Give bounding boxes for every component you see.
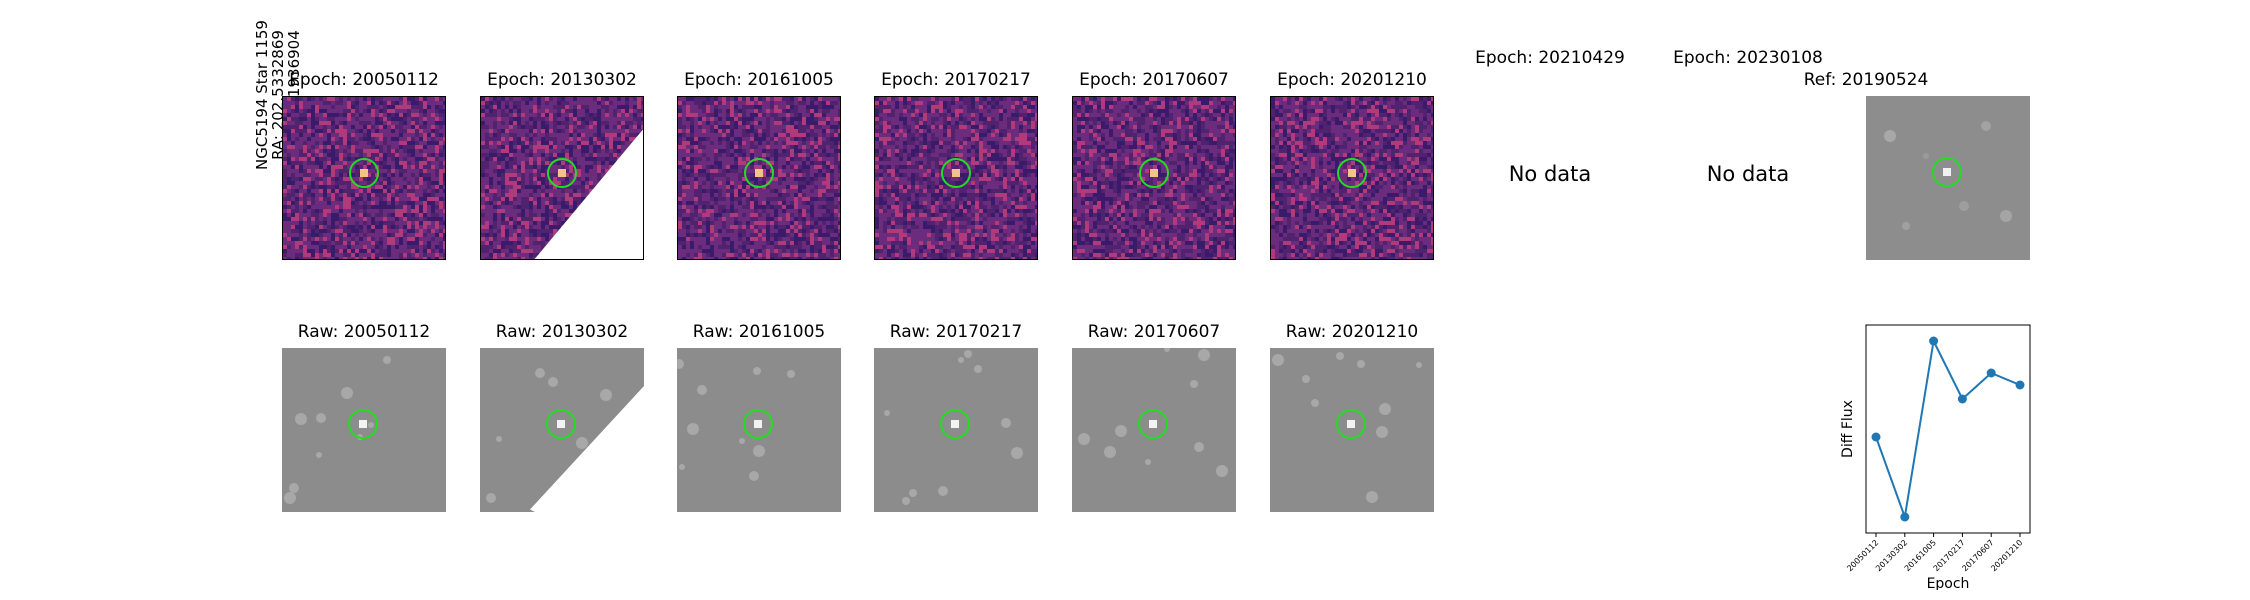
target-circle: [349, 158, 379, 188]
difference-image-3: [874, 96, 1038, 260]
x-tick-label-5: 20201210: [1989, 538, 2024, 573]
target-circle: [743, 409, 773, 439]
plot-frame: [1865, 324, 2031, 534]
no-data-message-7: No data: [1706, 162, 1790, 186]
target-circle: [1337, 158, 1367, 188]
diff-title-6: Epoch: 20210429: [1475, 48, 1625, 68]
y-axis-label: Diff Flux: [1840, 400, 1856, 458]
raw-title-3: Raw: 20170217: [889, 322, 1023, 342]
raw-image-3: [874, 348, 1038, 512]
target-circle: [1932, 157, 1962, 187]
raw-image-4: [1072, 348, 1236, 512]
raw-image-0: [282, 348, 446, 512]
raw-title-4: Raw: 20170607: [1087, 322, 1221, 342]
difference-image-0: [282, 96, 446, 260]
no-data-message-6: No data: [1508, 162, 1592, 186]
data-point-5: [2015, 380, 2025, 390]
reference-image: [1866, 96, 2030, 260]
diff-title-2: Epoch: 20161005: [684, 70, 834, 90]
raw-image-1: [480, 348, 644, 512]
diff-title-4: Epoch: 20170607: [1079, 70, 1229, 90]
data-point-0: [1871, 432, 1881, 442]
diff-title-3: Epoch: 20170217: [881, 70, 1031, 90]
difference-image-5: [1270, 96, 1434, 260]
target-circle: [941, 158, 971, 188]
diff-title-1: Epoch: 20130302: [487, 70, 637, 90]
difference-image-1: [480, 96, 644, 260]
data-point-4: [1986, 368, 1996, 378]
raw-image-5: [1270, 348, 1434, 512]
ref-title: Ref: 20190524: [1803, 70, 1929, 90]
diff-title-0: Epoch: 20050112: [289, 70, 439, 90]
diff-flux-plot: Diff Flux Epoch 200501122013030220161005…: [1840, 324, 2031, 590]
raw-title-0: Raw: 20050112: [297, 322, 431, 342]
diff-title-5: Epoch: 20201210: [1277, 70, 1427, 90]
difference-image-4: [1072, 96, 1236, 260]
difference-image-2: [677, 96, 841, 260]
target-circle: [1138, 409, 1168, 439]
target-circle: [940, 409, 970, 439]
target-circle: [1139, 158, 1169, 188]
series-line: [1875, 337, 2021, 521]
x-axis-label: Epoch: [1927, 576, 1970, 590]
reference-texture: [1884, 121, 2012, 230]
data-point-1: [1900, 512, 1910, 522]
raw-title-5: Raw: 20201210: [1285, 322, 1419, 342]
target-name: NGC5194 Star 1159: [253, 20, 271, 170]
data-point-2: [1929, 336, 1939, 346]
target-circle: [744, 158, 774, 188]
raw-image-2: [677, 348, 841, 512]
target-circle: [546, 409, 576, 439]
target-circle: [1336, 409, 1366, 439]
target-circle: [547, 158, 577, 188]
raw-title-1: Raw: 20130302: [495, 322, 629, 342]
data-point-3: [1957, 394, 1967, 404]
target-circle: [348, 409, 378, 439]
raw-title-2: Raw: 20161005: [692, 322, 826, 342]
diff-title-7: Epoch: 20230108: [1673, 48, 1823, 68]
